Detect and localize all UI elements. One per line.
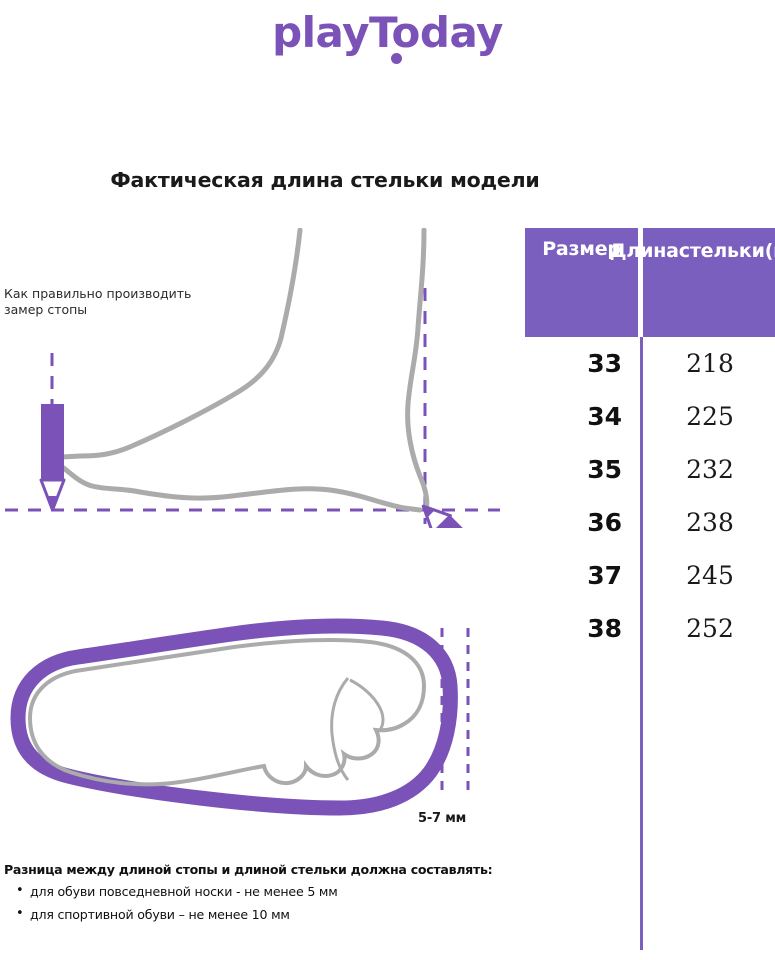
table-header-spacer (638, 228, 643, 337)
cell-length: 245 (686, 561, 734, 590)
table-header-length-line2: стельки (678, 240, 765, 262)
table-header-length-line3: (мм) (764, 240, 775, 262)
cell-length: 225 (686, 402, 734, 431)
table-row: 34 225 (525, 390, 775, 443)
table-row: 38 252 (525, 602, 775, 655)
table-header-row: Размер Длина стельки (мм) (525, 228, 775, 337)
cell-length: 218 (686, 349, 734, 378)
insole-outline (10, 618, 458, 816)
pencil-vertical-icon (39, 404, 66, 512)
cell-size: 34 (587, 402, 622, 431)
list-item: для спортивной обуви – не менее 10 мм (4, 906, 504, 922)
measure-instruction-line1: Как правильно производить (4, 286, 192, 301)
list-item: для обуви повседневной носки - не менее … (4, 883, 504, 899)
measure-instruction-note: Как правильно производить замер стопы (4, 286, 234, 318)
measure-instruction-line2: замер стопы (4, 302, 88, 317)
table-header-length-line1: Длина (609, 240, 679, 262)
cell-length: 232 (686, 455, 734, 484)
foot-outline-inside (27, 637, 427, 787)
big-toe-arc (349, 678, 385, 731)
brand-logo-text: playToday (272, 8, 503, 57)
footer-notes: Разница между длиной стопы и длиной стел… (4, 862, 504, 930)
table-header-length: Длина стельки (мм) (610, 228, 775, 337)
table-row: 36 238 (525, 496, 775, 549)
page-title: Фактическая длина стельки модели (110, 168, 540, 192)
leg-front-outline (59, 228, 303, 460)
cell-size: 37 (587, 561, 622, 590)
cell-size: 33 (587, 349, 622, 378)
cell-size: 36 (587, 508, 622, 537)
notes-list: для обуви повседневной носки - не менее … (4, 883, 504, 922)
insole-footprint-diagram (10, 618, 470, 816)
table-row: 37 245 (525, 549, 775, 602)
cell-length: 252 (686, 614, 734, 643)
size-table: Размер Длина стельки (мм) 33 218 34 225 … (525, 228, 775, 950)
table-column-divider (640, 337, 643, 950)
pencil-angled-icon (421, 504, 506, 528)
brand-logo: playToday (0, 8, 775, 64)
foot-side-view-diagram (5, 228, 506, 528)
brand-logo-dot (391, 53, 403, 64)
cell-length: 238 (686, 508, 734, 537)
table-row: 33 218 (525, 337, 775, 390)
gap-measurement-label: 5-7 мм (418, 811, 467, 826)
table-row: 35 232 (525, 443, 775, 496)
heel-back-outline (405, 228, 430, 513)
table-header-size: Размер (525, 228, 638, 337)
cell-size: 35 (587, 455, 622, 484)
foot-sole-outline (55, 461, 423, 513)
notes-heading: Разница между длиной стопы и длиной стел… (4, 862, 493, 877)
cell-size: 38 (587, 614, 622, 643)
toe-crease-line (330, 677, 350, 781)
